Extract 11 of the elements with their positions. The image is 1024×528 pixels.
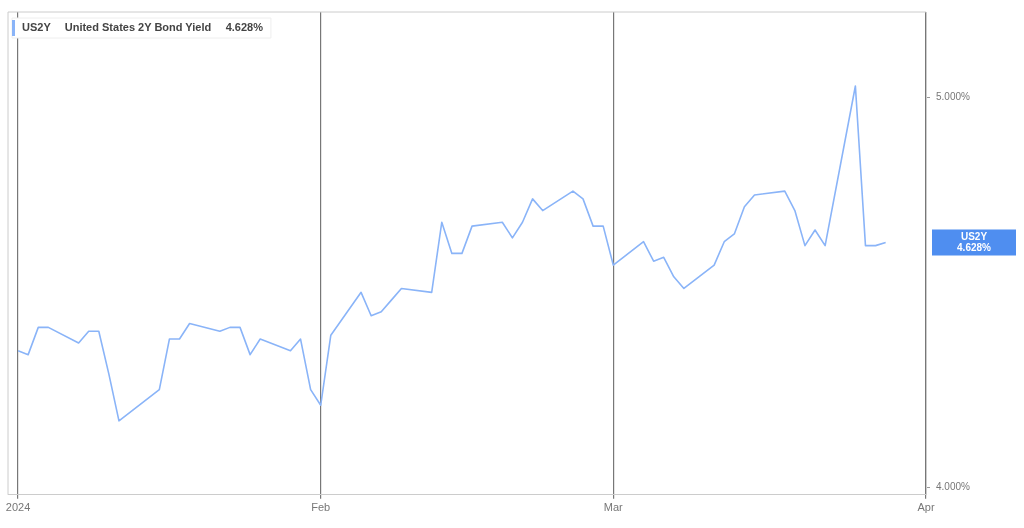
text: US2Y xyxy=(960,231,988,243)
x-tick-label: Mar xyxy=(603,501,624,514)
text: United States 2Y Bond Yield xyxy=(64,21,212,34)
y-tick-label: 4.000% xyxy=(936,480,971,492)
legend-label: US2Y xyxy=(22,21,52,34)
y-tick-label: 5.000% xyxy=(936,91,971,103)
annotation: 4.628% xyxy=(225,21,264,34)
text: 4.628% xyxy=(957,242,991,254)
x-tick-label: Feb xyxy=(311,501,331,514)
x-tick-label: 2024 xyxy=(5,501,31,514)
x-tick-label: Apr xyxy=(917,501,935,514)
